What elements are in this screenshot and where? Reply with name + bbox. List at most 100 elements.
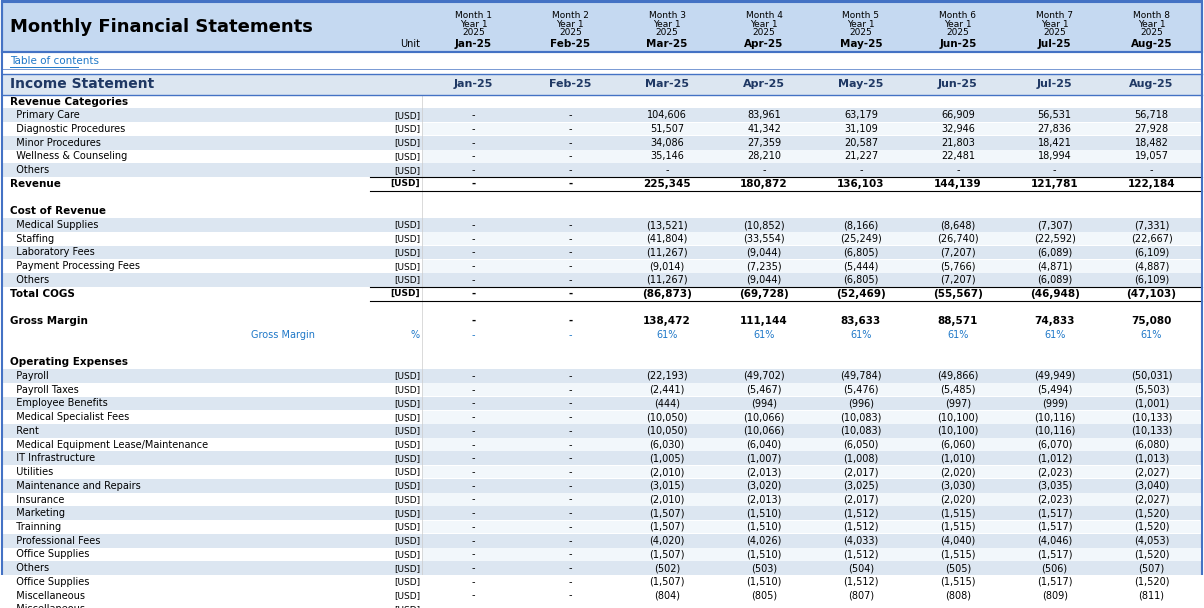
Bar [2,410,1202,424]
Text: 51,507: 51,507 [650,124,684,134]
Text: (6,030): (6,030) [650,440,685,450]
Text: Utilities: Utilities [10,467,53,477]
Text: 2025: 2025 [559,29,582,38]
Text: (4,026): (4,026) [746,536,781,546]
Text: -: - [568,522,572,532]
Text: (506): (506) [1041,563,1068,573]
Text: -: - [472,494,476,505]
Text: 61%: 61% [1141,330,1162,340]
Bar [2,492,1202,506]
Bar [2,452,1202,465]
Text: 28,210: 28,210 [746,151,781,161]
Text: (7,235): (7,235) [746,261,781,271]
Text: (2,023): (2,023) [1037,494,1073,505]
Text: -: - [472,481,476,491]
Bar [421,123,1200,136]
Bar [2,246,1202,260]
Text: 18,482: 18,482 [1134,137,1169,148]
Text: -: - [1150,165,1153,175]
Text: (2,017): (2,017) [843,494,879,505]
Text: (10,083): (10,083) [840,426,881,436]
Text: Month 6: Month 6 [939,12,976,20]
Bar [2,232,1202,246]
Text: (10,066): (10,066) [743,412,785,422]
Text: (10,066): (10,066) [743,426,785,436]
Text: 2025: 2025 [946,29,969,38]
Text: (49,702): (49,702) [743,371,785,381]
Bar [2,424,1202,438]
Text: (1,510): (1,510) [746,577,781,587]
Text: -: - [472,577,476,587]
Bar [2,506,1202,520]
Text: -: - [568,604,572,608]
Text: Jan-25: Jan-25 [455,39,492,49]
Text: -: - [568,481,572,491]
Text: 180,872: 180,872 [740,179,787,189]
Text: -: - [568,494,572,505]
Text: -: - [860,604,863,608]
Text: (4,040): (4,040) [940,536,975,546]
Text: -: - [762,165,766,175]
Text: -: - [568,165,572,175]
Text: -: - [471,289,476,299]
Text: (47,103): (47,103) [1127,289,1176,299]
Bar [2,150,1202,164]
Text: (1,517): (1,517) [1037,577,1073,587]
Text: [USD]: [USD] [394,550,420,559]
Text: -: - [568,563,572,573]
Bar [2,603,1202,608]
Text: Year 1: Year 1 [848,20,875,29]
Text: (2,013): (2,013) [746,494,781,505]
Text: Staffing: Staffing [10,233,54,244]
Text: Medical Equipment Lease/Maintenance: Medical Equipment Lease/Maintenance [10,440,208,450]
Text: Office Supplies: Office Supplies [10,577,89,587]
Bar [2,548,1202,561]
Text: 21,227: 21,227 [844,151,878,161]
Text: Year 1: Year 1 [750,20,778,29]
Bar [421,397,1200,410]
Text: 74,833: 74,833 [1034,316,1075,326]
Text: (5,467): (5,467) [746,385,781,395]
Text: (11,267): (11,267) [647,247,687,257]
Bar [2,534,1202,548]
Text: Unit: Unit [400,39,420,49]
Text: (9,044): (9,044) [746,247,781,257]
Text: -: - [568,261,572,271]
Text: (6,050): (6,050) [843,440,879,450]
Text: (7,331): (7,331) [1134,220,1169,230]
Text: -: - [568,426,572,436]
Text: [USD]: [USD] [394,591,420,600]
Text: (1,515): (1,515) [940,522,975,532]
Text: %: % [411,330,420,340]
Text: (4,033): (4,033) [843,536,879,546]
Text: (1,010): (1,010) [940,454,975,463]
Text: -: - [568,577,572,587]
Text: -: - [568,316,572,326]
Text: (3,025): (3,025) [843,481,879,491]
Text: -: - [471,316,476,326]
Text: -: - [956,165,960,175]
Text: 41,342: 41,342 [748,124,781,134]
Text: Payroll Taxes: Payroll Taxes [10,385,78,395]
Bar [2,177,1202,191]
Bar [421,274,1200,286]
Text: (10,100): (10,100) [937,412,979,422]
Text: Others: Others [10,563,49,573]
Text: 66,909: 66,909 [942,110,975,120]
Text: (5,485): (5,485) [940,385,975,395]
Text: -: - [472,247,476,257]
Bar [2,74,1202,95]
Text: -: - [568,137,572,148]
Text: Feb-25: Feb-25 [550,39,590,49]
Bar [2,95,1202,108]
Text: (1,517): (1,517) [1037,550,1073,559]
Text: -: - [472,233,476,244]
Text: Apr-25: Apr-25 [743,79,785,89]
Text: (10,050): (10,050) [647,412,687,422]
Text: Employee Benefits: Employee Benefits [10,398,107,409]
Text: -: - [568,124,572,134]
Text: -: - [472,220,476,230]
Bar [2,575,1202,589]
Text: [USD]: [USD] [394,111,420,120]
Text: Month 1: Month 1 [455,12,492,20]
